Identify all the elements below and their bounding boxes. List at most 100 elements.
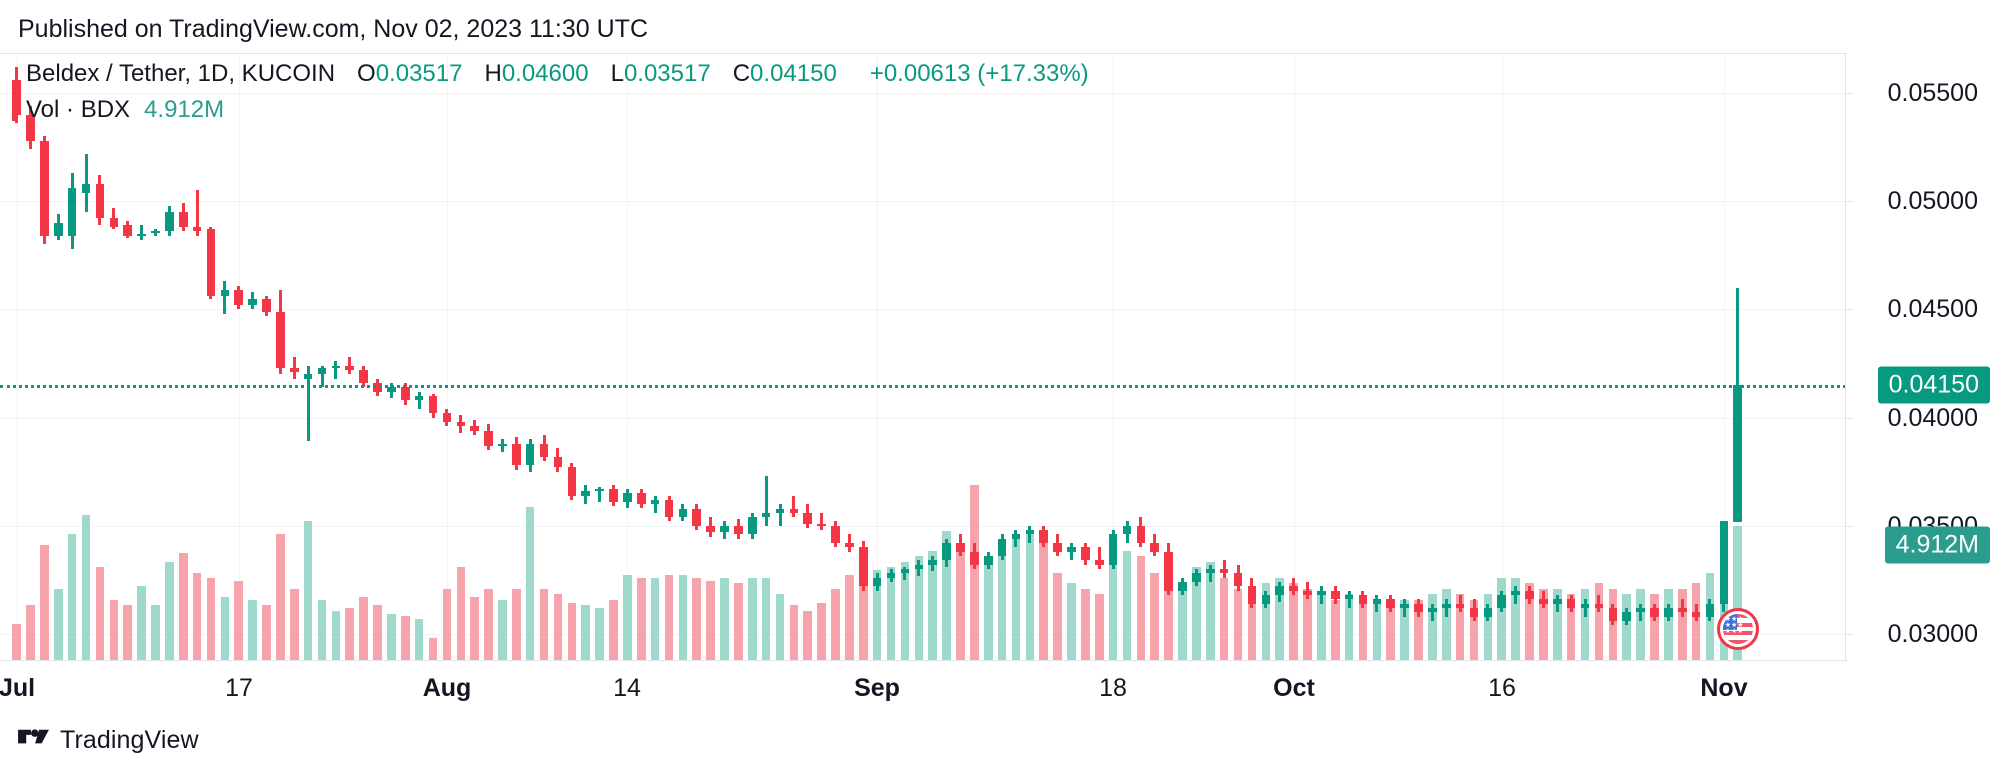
volume-bar [650,577,660,660]
price-axis-label: 0.04000 [1887,403,1978,432]
candle-body [1441,603,1451,609]
candle-body [1677,608,1687,613]
volume-bar [859,572,868,660]
volume-bar [206,577,216,660]
volume-bar [317,599,327,660]
volume-bar [95,567,105,660]
candle-body [1428,608,1437,613]
volume-bar [1469,599,1479,660]
candle-body [1053,543,1062,552]
volume-bar [276,534,285,660]
chart-frame: ★★★ ★★★ ★★★ Beldex / Tether, 1D, KUCOIN O 0.… [0,53,1996,661]
volume-bar [845,575,854,660]
candle-body [859,547,868,587]
grid-line-vertical [447,54,448,660]
volume-bar [761,577,771,660]
candle-body [1067,547,1076,552]
candle-body [331,365,341,368]
candle-body [1372,599,1382,604]
volume-bar [1483,594,1493,660]
volume-bar [67,534,77,660]
candle-body [1719,521,1729,604]
price-axis-tick [1847,525,1853,527]
volume-bar [1677,588,1687,660]
candle-body [623,493,632,502]
candle-body [40,140,49,236]
volume-bar [1441,588,1451,660]
legend-volume-title[interactable]: Vol · BDX [26,96,131,123]
grid-line-vertical [239,54,240,660]
last-price-badge[interactable]: 0.04150 [1877,366,1990,404]
volume-bar [1275,577,1284,660]
candle-body [81,183,91,193]
candle-body [387,387,396,392]
grid-line-vertical [1294,54,1295,660]
footer: TradingView [18,726,199,754]
candle-wick [1375,595,1379,613]
candle-body [1122,525,1132,535]
candle-body [123,224,132,236]
candle-wick [417,391,421,409]
volume-bar [26,605,35,660]
time-axis-label: Nov [1700,674,1748,702]
price-axis-label: 0.04500 [1887,295,1978,324]
volume-bar [872,569,882,660]
volume-bar [1594,583,1604,660]
candle-body [1247,586,1257,604]
candle-wick [1208,564,1212,583]
volume-bar [1303,588,1312,660]
legend-close-key: C [732,60,751,87]
candle-wick [653,495,657,513]
candlestick-series [0,54,1845,660]
time-axis[interactable]: Jul 17 Aug 14 Sep 18 Oct 16 Nov [0,661,1996,717]
candle-body [803,512,813,524]
volume-bar [567,602,577,660]
flag-stars: ★★★ ★★★ ★★★ [1724,616,1744,635]
volume-bar [775,594,785,660]
candle-body [12,79,21,115]
volume-bar [747,577,757,660]
volume-bar [151,605,160,660]
volume-bar [664,575,674,660]
legend-close-value: 0.04150 [750,60,837,87]
candle-body [664,499,674,518]
volume-bar [636,577,646,660]
volume-bar [359,597,368,660]
candle-body [567,467,577,496]
candle-wick [1555,595,1559,613]
chart-plot-area[interactable]: ★★★ ★★★ ★★★ [0,54,1846,660]
legend-volume-value: 4.912M [144,96,225,123]
volume-bar [137,586,146,660]
candle-body [1275,586,1284,596]
volume-bar [1580,588,1590,660]
volume-bar [914,556,924,660]
candle-body [983,556,993,565]
volume-bar [165,561,174,660]
candle-body [1289,586,1298,591]
volume-bar [1122,550,1132,660]
candle-wick [320,365,324,388]
legend-open-key: O [357,60,376,87]
time-axis-label: Sep [854,674,900,702]
volume-bar [1289,583,1298,660]
legend-symbol-row: Beldex / Tether, 1D, KUCOIN O0.03517 H0.04… [26,59,1089,89]
volume-bar [1164,577,1173,660]
chart-legend: Beldex / Tether, 1D, KUCOIN O0.03517 H0.04… [12,59,1089,125]
candle-body [234,289,244,306]
price-axis[interactable]: 0.055000.050000.045000.040000.035000.030… [1847,53,1996,661]
volume-bar [1011,534,1021,660]
volume-bar [1497,577,1507,660]
volume-bar [1108,561,1118,660]
candle-body [525,443,535,466]
volume-value-badge[interactable]: 4.912M [1884,526,1990,564]
legend-symbol[interactable]: Beldex / Tether, 1D, KUCOIN [26,60,336,87]
volume-bar [414,618,424,660]
volume-bar [1386,605,1396,660]
price-axis-label: 0.05500 [1887,78,1978,107]
candle-wick [500,439,504,453]
volume-bar [983,556,993,660]
us-flag-icon[interactable]: ★★★ ★★★ ★★★ [1716,608,1759,650]
volume-bar [234,580,244,660]
volume-bar [1566,594,1576,660]
volume-bar [484,588,493,660]
